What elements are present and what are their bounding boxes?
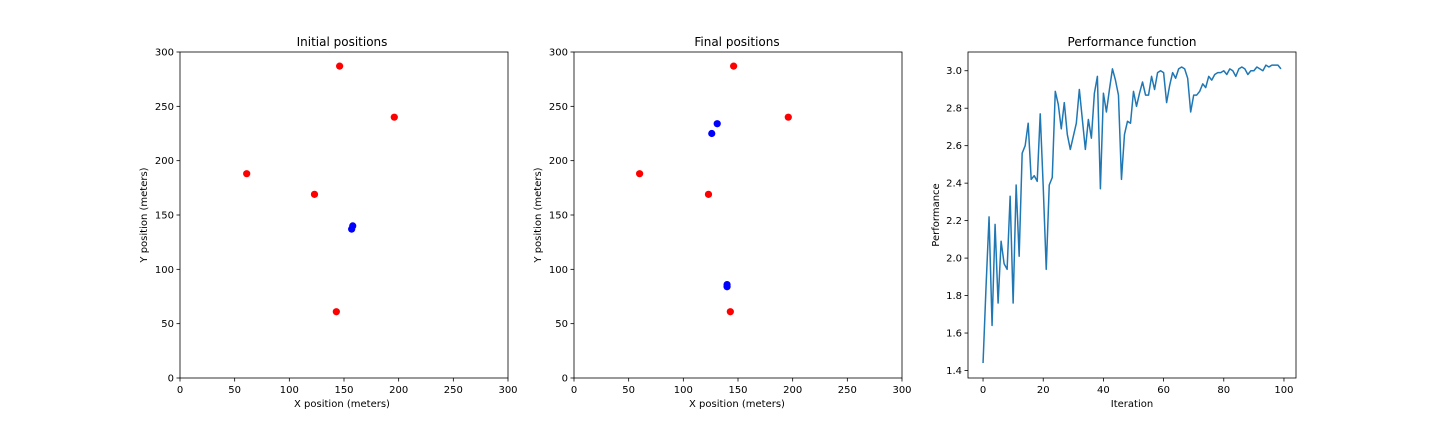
y-tick-label: 2.2: [946, 216, 962, 227]
data-point: [310, 190, 319, 198]
data-point: [730, 62, 738, 70]
y-tick-label: 0: [168, 374, 174, 385]
data-point: [726, 308, 734, 316]
y-tick-label: 3.0: [946, 66, 962, 77]
x-tick-label: 0: [980, 385, 986, 396]
y-axis-label: Performance: [931, 183, 942, 246]
series-line: [982, 64, 1282, 364]
final-positions-panel: Final positions X position (meters) Y po…: [533, 35, 912, 410]
data-point: [713, 120, 721, 128]
y-axis-label: Y position (meters): [533, 167, 544, 263]
x-tick-label: 80: [1217, 385, 1230, 396]
x-tick-label: 200: [783, 385, 802, 396]
y-tick-label: 1.8: [946, 291, 962, 302]
y-tick-label: 50: [555, 319, 568, 330]
x-tick-label: 50: [228, 385, 241, 396]
x-tick-label: 250: [838, 385, 857, 396]
y-tick-label: 300: [155, 48, 174, 59]
x-tick-label: 50: [622, 385, 635, 396]
x-tick-label: 150: [728, 385, 747, 396]
y-tick-label: 0: [562, 374, 568, 385]
x-tick-label: 300: [498, 385, 517, 396]
initial-positions-panel: Initial positions X position (meters) Y …: [139, 35, 518, 410]
x-tick-label: 250: [444, 385, 463, 396]
x-axis-label: X position (meters): [689, 399, 785, 410]
y-tick-label: 300: [549, 48, 568, 59]
y-tick-label: 1.6: [946, 329, 962, 340]
data-point: [243, 170, 251, 178]
plot-frame: [967, 51, 1297, 379]
x-tick-label: 40: [1097, 385, 1110, 396]
y-tick-label: 150: [155, 211, 174, 222]
x-tick-label: 100: [280, 385, 299, 396]
y-tick-label: 200: [155, 156, 174, 167]
y-tick-label: 100: [155, 265, 174, 276]
panel-title: Final positions: [694, 35, 779, 49]
y-tick-label: 250: [155, 102, 174, 113]
y-tick-label: 50: [161, 319, 174, 330]
x-axis-label: Iteration: [1111, 399, 1153, 410]
y-tick-label: 200: [549, 156, 568, 167]
y-tick-label: 1.4: [946, 366, 962, 377]
x-tick-label: 100: [1274, 385, 1293, 396]
x-tick-label: 300: [892, 385, 911, 396]
panel-title: Initial positions: [297, 35, 388, 49]
data-point: [348, 225, 356, 233]
performance-function-panel: Performance function Iteration Performan…: [931, 35, 1297, 410]
x-tick-label: 60: [1157, 385, 1170, 396]
data-point: [332, 308, 340, 316]
x-axis-label: X position (meters): [294, 399, 390, 410]
y-tick-label: 2.8: [946, 104, 962, 115]
data-point: [390, 113, 398, 121]
data-point: [784, 113, 792, 121]
y-axis-label: Y position (meters): [139, 167, 150, 263]
data-point: [704, 190, 713, 198]
x-tick-label: 20: [1037, 385, 1050, 396]
x-tick-label: 100: [674, 385, 693, 396]
x-tick-label: 200: [389, 385, 408, 396]
y-tick-label: 2.0: [946, 254, 962, 265]
y-tick-label: 150: [549, 211, 568, 222]
data-point: [636, 170, 644, 178]
x-tick-label: 0: [571, 385, 577, 396]
x-tick-label: 0: [177, 385, 183, 396]
y-tick-label: 100: [549, 265, 568, 276]
data-point: [336, 62, 344, 70]
y-tick-label: 2.4: [946, 179, 962, 190]
y-tick-label: 2.6: [946, 141, 962, 152]
panel-title: Performance function: [1068, 35, 1197, 49]
data-point: [723, 283, 731, 291]
y-tick-label: 250: [549, 102, 568, 113]
x-tick-label: 150: [334, 385, 353, 396]
data-point: [708, 129, 716, 138]
